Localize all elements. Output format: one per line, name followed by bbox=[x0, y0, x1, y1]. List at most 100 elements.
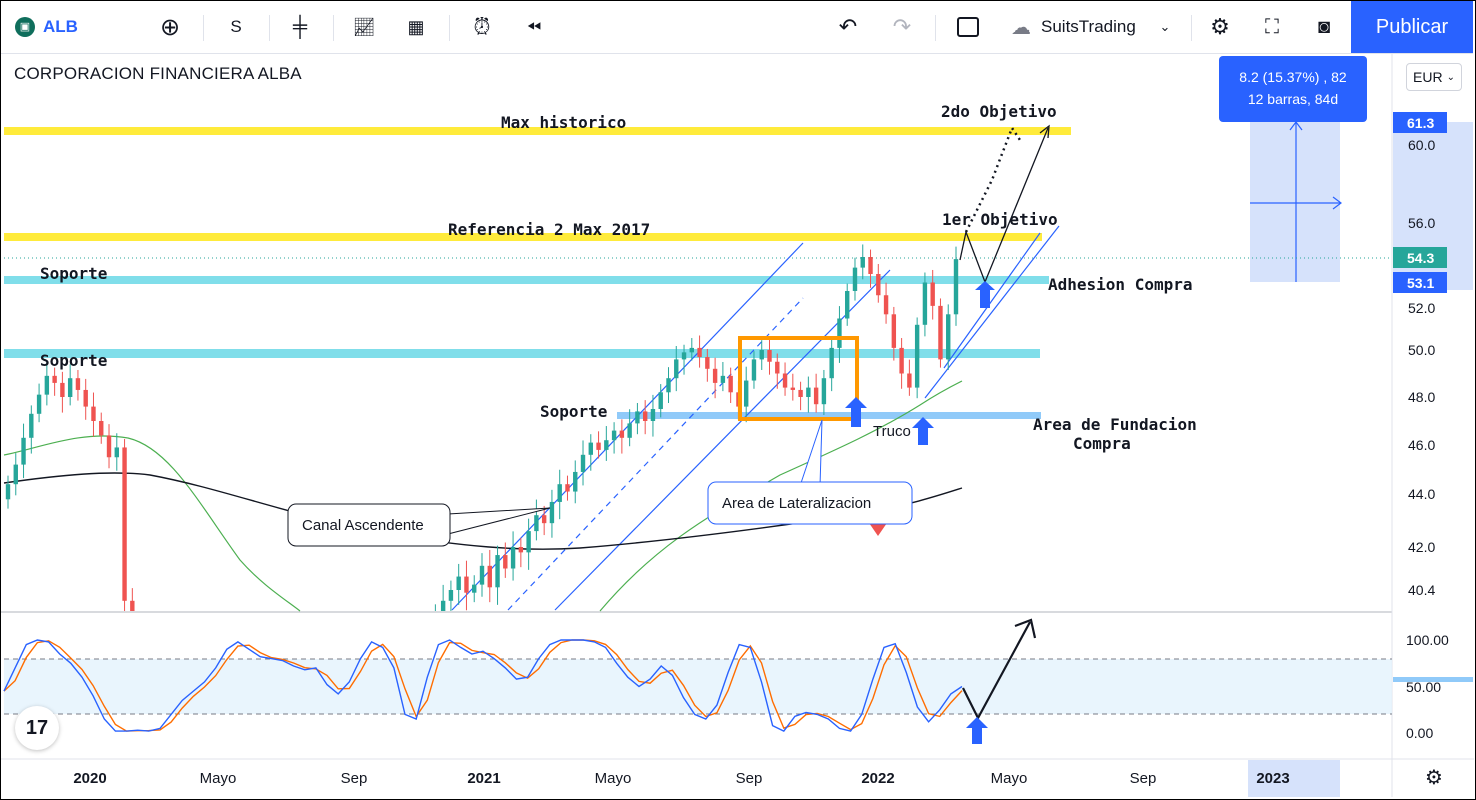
indicators-icon[interactable]: 📈︎ bbox=[352, 16, 376, 37]
symbol-label[interactable]: ALB bbox=[43, 17, 78, 36]
undo-icon[interactable]: ↶ bbox=[838, 14, 858, 39]
candle bbox=[487, 549, 492, 603]
price-tick: 56.0 bbox=[1408, 215, 1435, 231]
svg-text:61.3: 61.3 bbox=[1407, 115, 1434, 131]
target-dotted-path[interactable] bbox=[964, 125, 1022, 233]
candle bbox=[852, 257, 858, 301]
redo-icon[interactable]: ↷ bbox=[892, 14, 912, 39]
candle bbox=[876, 264, 881, 303]
candles-icon[interactable]: ╪ bbox=[292, 15, 308, 38]
canal-pointer bbox=[447, 507, 551, 535]
label-max-historico: Max historico bbox=[501, 113, 626, 132]
target-path[interactable] bbox=[959, 127, 1049, 284]
measure-region[interactable] bbox=[1250, 122, 1340, 282]
candle bbox=[953, 246, 959, 326]
time-axis-settings-icon[interactable]: ⚙ bbox=[1425, 765, 1443, 789]
add-symbol-icon[interactable]: ⊕ bbox=[159, 13, 181, 41]
label-soporte-lower: Soporte bbox=[540, 402, 607, 421]
tradingview-logo-icon[interactable]: 17 bbox=[15, 706, 59, 750]
candle bbox=[29, 405, 34, 454]
cloud-icon[interactable]: ☁ bbox=[1011, 16, 1031, 39]
candle bbox=[930, 269, 935, 320]
candle bbox=[541, 505, 547, 536]
candle bbox=[642, 400, 648, 435]
level-soporte-lower[interactable] bbox=[617, 412, 1041, 419]
candles-group bbox=[5, 244, 959, 611]
replay-icon[interactable]: ⏪︎ bbox=[526, 16, 542, 37]
label-objetivo1: 1er Objetivo bbox=[942, 210, 1058, 229]
price-tick: 46.0 bbox=[1408, 437, 1435, 453]
level-soporte-middle[interactable] bbox=[4, 349, 1040, 358]
camera-icon[interactable]: ◙ bbox=[1317, 15, 1331, 38]
label-canal: Canal Ascendente bbox=[302, 517, 424, 534]
time-tick: Sep bbox=[1130, 770, 1157, 787]
candle bbox=[611, 422, 617, 454]
price-tick: 50.0 bbox=[1408, 342, 1435, 358]
price-tick: 52.0 bbox=[1408, 300, 1435, 316]
candle bbox=[790, 373, 796, 401]
candle bbox=[938, 298, 943, 368]
measure-bars: 12 barras, 84d bbox=[1247, 91, 1339, 107]
account-name[interactable]: SuitsTrading bbox=[1041, 17, 1136, 36]
label-adhesion: Adhesion Compra bbox=[1048, 275, 1193, 294]
settings-icon[interactable]: ⚙ bbox=[1210, 14, 1230, 39]
candle bbox=[52, 367, 57, 396]
time-tick: 2021 bbox=[467, 770, 500, 787]
candle bbox=[627, 409, 632, 447]
alert-icon[interactable]: ⏰︎ bbox=[473, 14, 491, 39]
lateral-bubble[interactable] bbox=[707, 481, 913, 525]
level-max-historico[interactable] bbox=[4, 127, 1071, 135]
candle bbox=[806, 376, 811, 413]
candle bbox=[557, 469, 562, 520]
level-soporte-upper[interactable] bbox=[4, 276, 1049, 284]
candle bbox=[99, 412, 104, 444]
candle bbox=[83, 378, 88, 420]
candle bbox=[75, 369, 81, 401]
currency-label: EUR bbox=[1413, 69, 1443, 85]
logo-icon[interactable]: ▣ bbox=[13, 1, 37, 53]
measure-arrow-right bbox=[1332, 196, 1342, 210]
candle bbox=[573, 460, 578, 504]
layouts-icon[interactable]: ▦ bbox=[407, 16, 425, 37]
price-badge: 54.3 bbox=[1393, 247, 1447, 268]
candle bbox=[674, 346, 679, 392]
candle bbox=[751, 351, 757, 389]
candle bbox=[67, 364, 73, 406]
chevron-down-icon[interactable]: ⌄ bbox=[1159, 19, 1171, 34]
candle bbox=[518, 537, 524, 568]
ma-green-left bbox=[3, 435, 301, 612]
interval-button[interactable]: S bbox=[230, 17, 242, 36]
price-tick: 48.0 bbox=[1408, 389, 1435, 405]
candle bbox=[472, 575, 477, 603]
candle bbox=[705, 348, 710, 382]
price-badge: 53.1 bbox=[1393, 272, 1447, 293]
candle bbox=[44, 361, 50, 406]
currency-select[interactable]: EUR ⌄ bbox=[1406, 63, 1462, 91]
candle bbox=[681, 344, 687, 375]
osc-tick: 50.00 bbox=[1406, 679, 1441, 695]
label-fundacion-2: Compra bbox=[1073, 434, 1131, 453]
candle bbox=[891, 306, 897, 361]
candle bbox=[860, 244, 865, 280]
time-tick: Mayo bbox=[991, 770, 1028, 787]
candle bbox=[650, 394, 656, 437]
candle bbox=[798, 381, 803, 411]
time-tick: Sep bbox=[341, 770, 368, 787]
rect-icon[interactable] bbox=[951, 1, 985, 53]
stock-name: CORPORACION FINANCIERA ALBA bbox=[14, 64, 302, 83]
candle bbox=[440, 584, 446, 611]
candle bbox=[106, 424, 112, 469]
buy-arrows[interactable] bbox=[845, 281, 995, 744]
canal-bubble[interactable] bbox=[287, 503, 451, 547]
lateral-box[interactable] bbox=[738, 336, 859, 421]
price-chart[interactable]: Max historico Referencia 2 Max 2017 Sopo… bbox=[0, 54, 1476, 798]
candle bbox=[503, 542, 508, 578]
candle bbox=[658, 384, 663, 418]
svg-text:54.3: 54.3 bbox=[1407, 250, 1434, 266]
candle bbox=[13, 453, 18, 496]
fullscreen-icon[interactable]: ⛶ bbox=[1265, 15, 1279, 38]
level-ref-2017[interactable] bbox=[4, 233, 1042, 241]
publish-button[interactable]: Publicar bbox=[1351, 1, 1473, 53]
price-tick: 60.0 bbox=[1408, 137, 1435, 153]
candle bbox=[922, 272, 928, 337]
